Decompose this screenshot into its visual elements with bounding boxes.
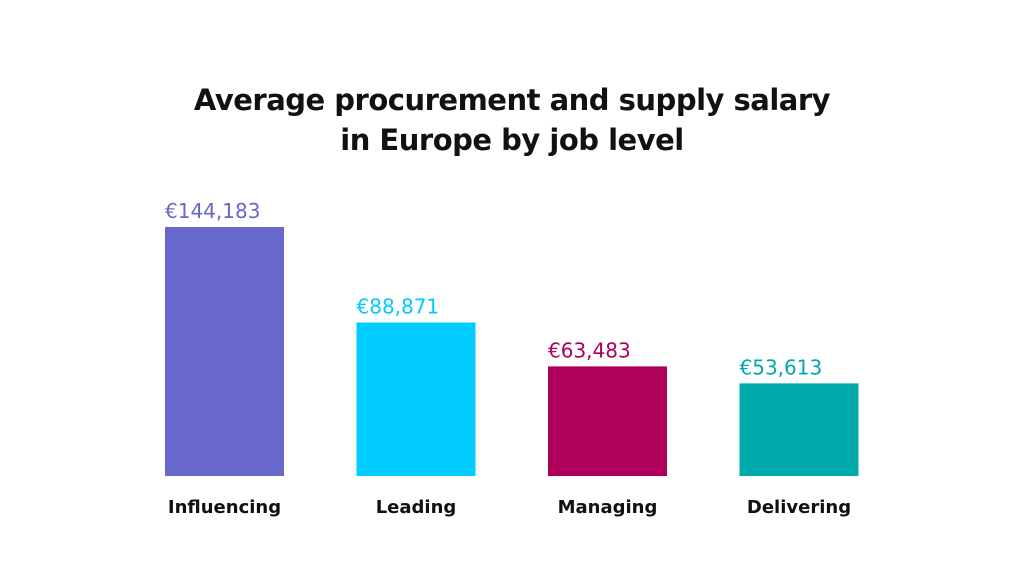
chart-title-line-2: in Europe by job level xyxy=(340,123,684,157)
category-label-delivering: Delivering xyxy=(747,497,851,518)
category-label-influencing: Influencing xyxy=(168,497,281,518)
value-label-managing: €63,483 xyxy=(548,338,631,362)
value-label-influencing: €144,183 xyxy=(165,199,260,223)
category-label-leading: Leading xyxy=(376,497,457,518)
bar-leading xyxy=(356,322,476,476)
category-label-managing: Managing xyxy=(558,497,658,518)
bar-managing xyxy=(548,366,667,476)
bar-delivering xyxy=(739,383,859,476)
value-label-leading: €88,871 xyxy=(357,295,440,319)
chart-title: Average procurement and supply salary in… xyxy=(0,80,1024,160)
value-label-delivering: €53,613 xyxy=(740,355,823,379)
bar-influencing xyxy=(165,227,284,476)
chart-title-line-1: Average procurement and supply salary xyxy=(193,83,831,117)
